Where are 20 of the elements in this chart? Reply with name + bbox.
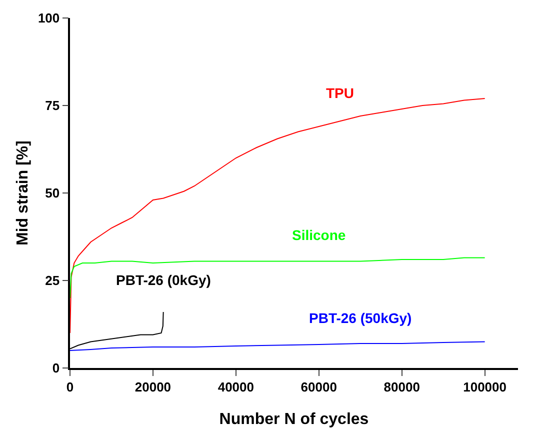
x-tick-label: 20000 xyxy=(134,379,172,394)
y-axis-title: Mid strain [%] xyxy=(14,140,32,246)
x-tick-label: 60000 xyxy=(300,379,337,394)
x-tick-label: 100000 xyxy=(463,379,507,394)
text: PBT-26 (0kGy) xyxy=(116,272,211,288)
y-tick-label: 25 xyxy=(45,273,60,288)
y-tick-label: 0 xyxy=(52,360,60,376)
series-label: PBT-26 (50kGy) xyxy=(309,310,412,326)
x-tick-label: 40000 xyxy=(218,379,254,394)
series-label: Silicone xyxy=(292,227,346,243)
y-tick-label: 75 xyxy=(45,98,60,114)
x-tick-label: 80000 xyxy=(384,379,420,394)
line-series xyxy=(70,98,486,334)
line-series xyxy=(70,257,486,298)
x-axis-title: Number N of cycles xyxy=(219,411,369,428)
line-series xyxy=(70,341,486,351)
series-label: TPU xyxy=(326,85,354,101)
y-tick-label: 50 xyxy=(45,186,60,201)
x-tick-label: 0 xyxy=(66,379,74,394)
y-tick-label: 100 xyxy=(38,10,60,26)
